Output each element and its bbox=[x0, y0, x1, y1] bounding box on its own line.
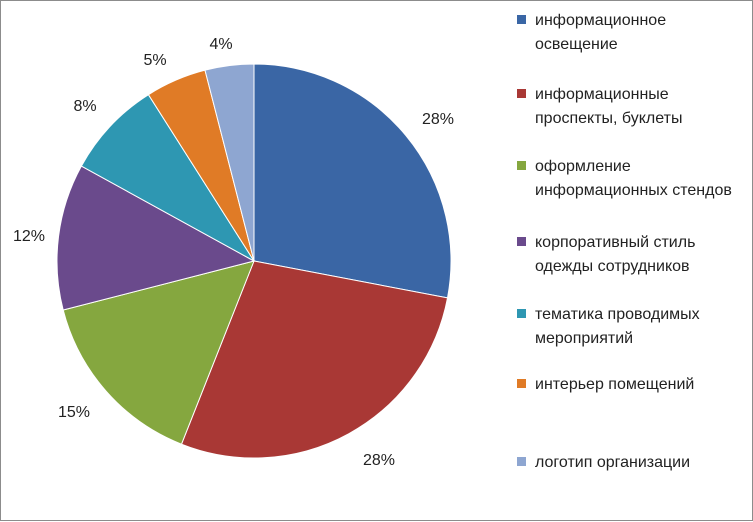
legend-label: логотип организации bbox=[535, 454, 691, 471]
legend-swatch bbox=[517, 161, 526, 170]
data-label: 12% bbox=[13, 228, 45, 245]
pie-slice bbox=[62, 260, 255, 445]
legend-swatch bbox=[517, 309, 526, 318]
legend-swatch bbox=[517, 15, 526, 24]
data-label: 5% bbox=[143, 52, 166, 69]
legend-label: оформление информационных стендов bbox=[535, 158, 732, 199]
pie-slice bbox=[80, 93, 255, 262]
pie-slice bbox=[204, 63, 255, 262]
pie-slice bbox=[56, 165, 256, 311]
pie-slice bbox=[180, 260, 449, 459]
data-label: 4% bbox=[209, 36, 232, 53]
pie-slice bbox=[253, 63, 452, 299]
legend-label: корпоративный стиль одежды сотрудников bbox=[535, 234, 696, 275]
legend-swatch bbox=[517, 89, 526, 98]
legend-label: интерьер помещений bbox=[535, 376, 695, 393]
legend-label: информационные проспекты, буклеты bbox=[535, 86, 683, 127]
data-label: 8% bbox=[73, 98, 96, 115]
data-label: 15% bbox=[58, 404, 90, 421]
legend-swatch bbox=[517, 379, 526, 388]
data-label: 28% bbox=[422, 111, 454, 128]
legend-swatch bbox=[517, 237, 526, 246]
legend-swatch bbox=[517, 457, 526, 466]
legend-label: информационное освещение bbox=[535, 12, 667, 53]
data-label: 28% bbox=[363, 452, 395, 469]
legend-label: тематика проводимых мероприятий bbox=[535, 306, 700, 347]
